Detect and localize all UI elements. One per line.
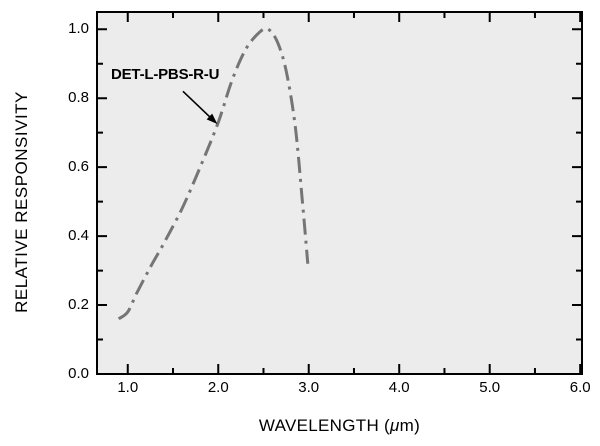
x-tick-label: 3.0 [298, 379, 320, 396]
x-tick-label: 1.0 [117, 379, 139, 396]
axis-ticks [98, 13, 582, 375]
x-tick-label: 5.0 [479, 379, 501, 396]
response-curve [117, 27, 310, 321]
curve-annotation-label: DET-L-PBS-R-U [111, 66, 220, 83]
x-axis-title-unit: m) [399, 416, 421, 435]
y-axis-title: RELATIVE RESPONSIVITY [12, 91, 31, 313]
x-axis-title: WAVELENGTH (μm) [97, 416, 582, 436]
x-tick-label: 2.0 [207, 379, 229, 396]
y-tick-label: 0.0 [68, 365, 89, 382]
annotation-arrow [182, 90, 213, 120]
annotation-arrowhead-icon [206, 113, 218, 125]
plot-area [96, 11, 583, 375]
mu-symbol: μ [390, 416, 400, 435]
x-tick-label: 4.0 [388, 379, 410, 396]
x-axis-title-text: WAVELENGTH ( [258, 416, 391, 435]
x-tick-label: 6.0 [569, 379, 591, 396]
y-tick-label: 1.0 [68, 20, 89, 38]
y-tick-label: 0.6 [68, 158, 89, 176]
y-tick-label: 0.2 [68, 296, 89, 314]
y-tick-label: 0.4 [68, 227, 89, 245]
y-tick-label: 0.8 [68, 89, 89, 107]
